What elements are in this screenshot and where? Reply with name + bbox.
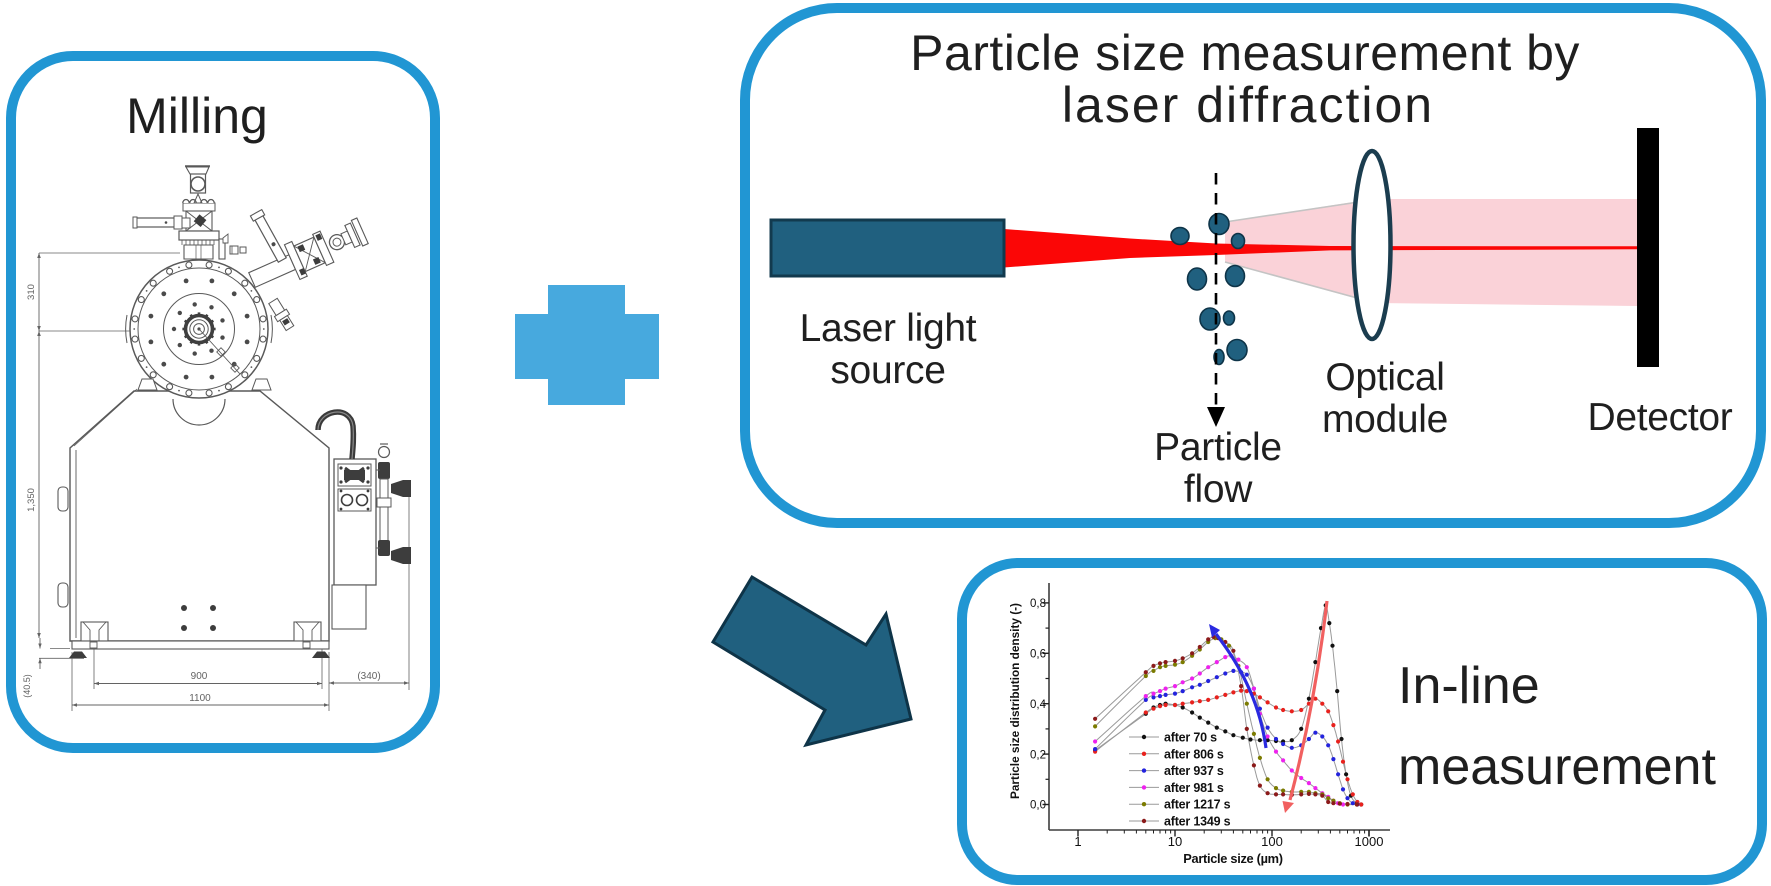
svg-text:900: 900 [191, 671, 208, 682]
svg-text:1: 1 [1074, 834, 1081, 849]
svg-text:after 1217 s: after 1217 s [1164, 798, 1231, 812]
svg-text:module: module [1322, 398, 1448, 441]
svg-text:measurement: measurement [1398, 738, 1716, 796]
svg-text:after 70 s: after 70 s [1164, 731, 1217, 745]
svg-text:after 981 s: after 981 s [1164, 781, 1224, 795]
svg-text:1000: 1000 [1355, 834, 1384, 849]
svg-text:source: source [830, 349, 945, 392]
svg-text:1100: 1100 [189, 693, 211, 704]
svg-text:In-line: In-line [1398, 657, 1540, 715]
svg-text:Optical: Optical [1325, 356, 1444, 399]
svg-text:0,2: 0,2 [1030, 749, 1046, 761]
svg-text:Detector: Detector [1588, 396, 1733, 439]
svg-text:0,4: 0,4 [1030, 699, 1047, 711]
svg-text:(340): (340) [357, 671, 380, 682]
svg-text:100: 100 [1261, 834, 1283, 849]
svg-text:10: 10 [1168, 834, 1182, 849]
svg-text:Particle size measurement by: Particle size measurement by [910, 25, 1580, 81]
svg-text:Laser light: Laser light [800, 307, 977, 350]
svg-text:Particle size (µm): Particle size (µm) [1183, 851, 1282, 866]
svg-text:after 1349 s: after 1349 s [1164, 815, 1231, 829]
svg-text:0,8: 0,8 [1030, 598, 1046, 610]
svg-text:flow: flow [1184, 468, 1253, 511]
svg-text:Particle size distribution den: Particle size distribution density (-) [1008, 603, 1022, 799]
svg-text:Milling: Milling [126, 88, 268, 144]
svg-text:310: 310 [26, 284, 37, 300]
svg-text:after 806 s: after 806 s [1164, 747, 1224, 761]
svg-text:0,0: 0,0 [1030, 800, 1046, 812]
svg-text:after 937 s: after 937 s [1164, 764, 1224, 778]
svg-text:Particle: Particle [1154, 426, 1282, 469]
svg-text:0,6: 0,6 [1030, 649, 1046, 661]
svg-text:1,350: 1,350 [26, 488, 37, 512]
svg-text:laser diffraction: laser diffraction [1062, 77, 1434, 133]
svg-text:(40.5): (40.5) [22, 674, 32, 698]
